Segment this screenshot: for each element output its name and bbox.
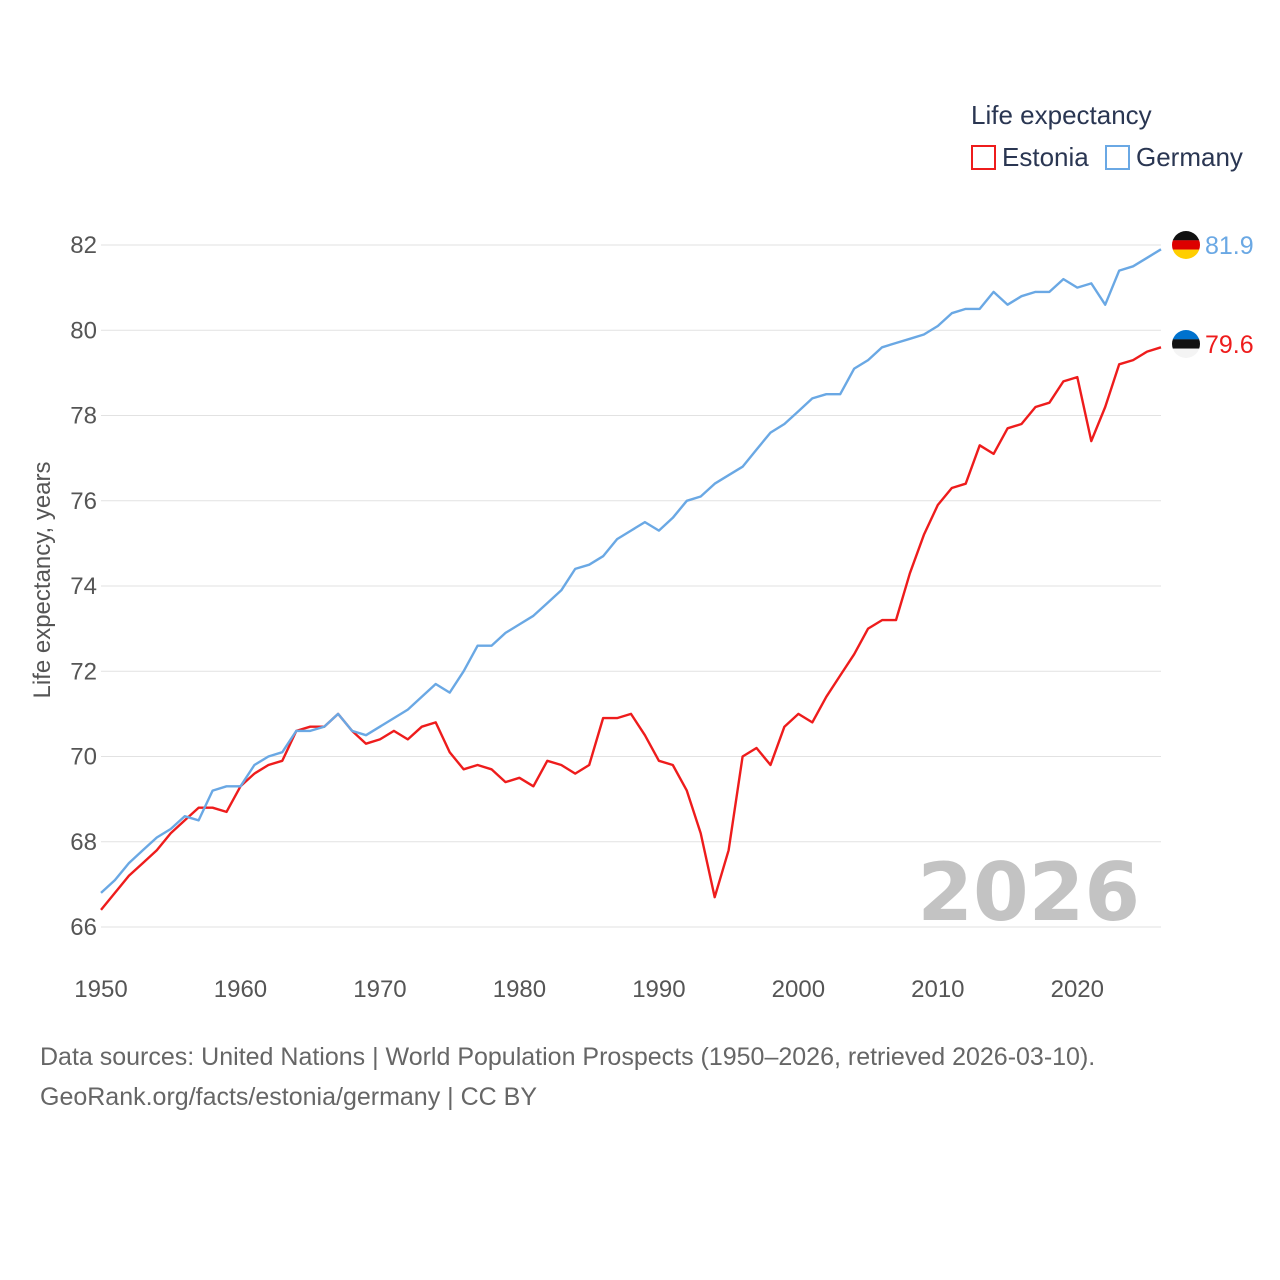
x-tick-label: 1990 bbox=[632, 976, 685, 1003]
y-axis-label: Life expectancy, years bbox=[29, 461, 56, 698]
gridlines bbox=[101, 244, 1161, 928]
legend-swatch-estonia[interactable] bbox=[971, 145, 996, 170]
series-line-germany[interactable] bbox=[100, 248, 1162, 894]
legend-title: Life expectancy bbox=[971, 100, 1152, 130]
legend-label-germany[interactable]: Germany bbox=[1136, 142, 1243, 172]
x-axis-ticks: 1950 1960 1970 1980 1990 2000 2010 2020 bbox=[74, 976, 1104, 1003]
germany-flag-icon bbox=[1172, 231, 1200, 259]
x-tick-label: 1960 bbox=[214, 976, 267, 1003]
y-tick-label: 66 bbox=[70, 914, 97, 941]
y-tick-label: 80 bbox=[70, 317, 97, 344]
x-tick-label: 2010 bbox=[911, 976, 964, 1003]
y-tick-label: 78 bbox=[70, 403, 97, 430]
y-axis-ticks: 66 68 70 72 74 76 78 80 82 bbox=[70, 232, 97, 941]
y-tick-label: 82 bbox=[70, 232, 97, 259]
x-tick-label: 1970 bbox=[353, 976, 406, 1003]
y-tick-label: 74 bbox=[70, 573, 97, 600]
legend: Life expectancy Estonia Germany bbox=[971, 100, 1243, 172]
y-tick-label: 70 bbox=[70, 744, 97, 771]
x-tick-label: 1980 bbox=[493, 976, 546, 1003]
estonia-flag-icon bbox=[1172, 330, 1200, 358]
year-watermark: 2026 bbox=[917, 846, 1140, 939]
y-tick-label: 72 bbox=[70, 658, 97, 685]
x-tick-label: 2020 bbox=[1051, 976, 1104, 1003]
credit-link[interactable]: GeoRank.org/facts/estonia/germany | CC B… bbox=[40, 1083, 537, 1111]
x-tick-label: 2000 bbox=[772, 976, 825, 1003]
legend-swatch-germany[interactable] bbox=[1105, 145, 1130, 170]
data-source-text: Data sources: United Nations | World Pop… bbox=[40, 1043, 1096, 1071]
series-line-estonia[interactable] bbox=[100, 346, 1162, 911]
estonia-end-value: 79.6 bbox=[1205, 331, 1254, 359]
x-tick-label: 1950 bbox=[74, 976, 127, 1003]
y-tick-label: 76 bbox=[70, 488, 97, 515]
y-tick-label: 68 bbox=[70, 829, 97, 856]
series-lines bbox=[100, 248, 1162, 911]
legend-label-estonia[interactable]: Estonia bbox=[1002, 142, 1089, 172]
germany-end-value: 81.9 bbox=[1205, 232, 1254, 260]
